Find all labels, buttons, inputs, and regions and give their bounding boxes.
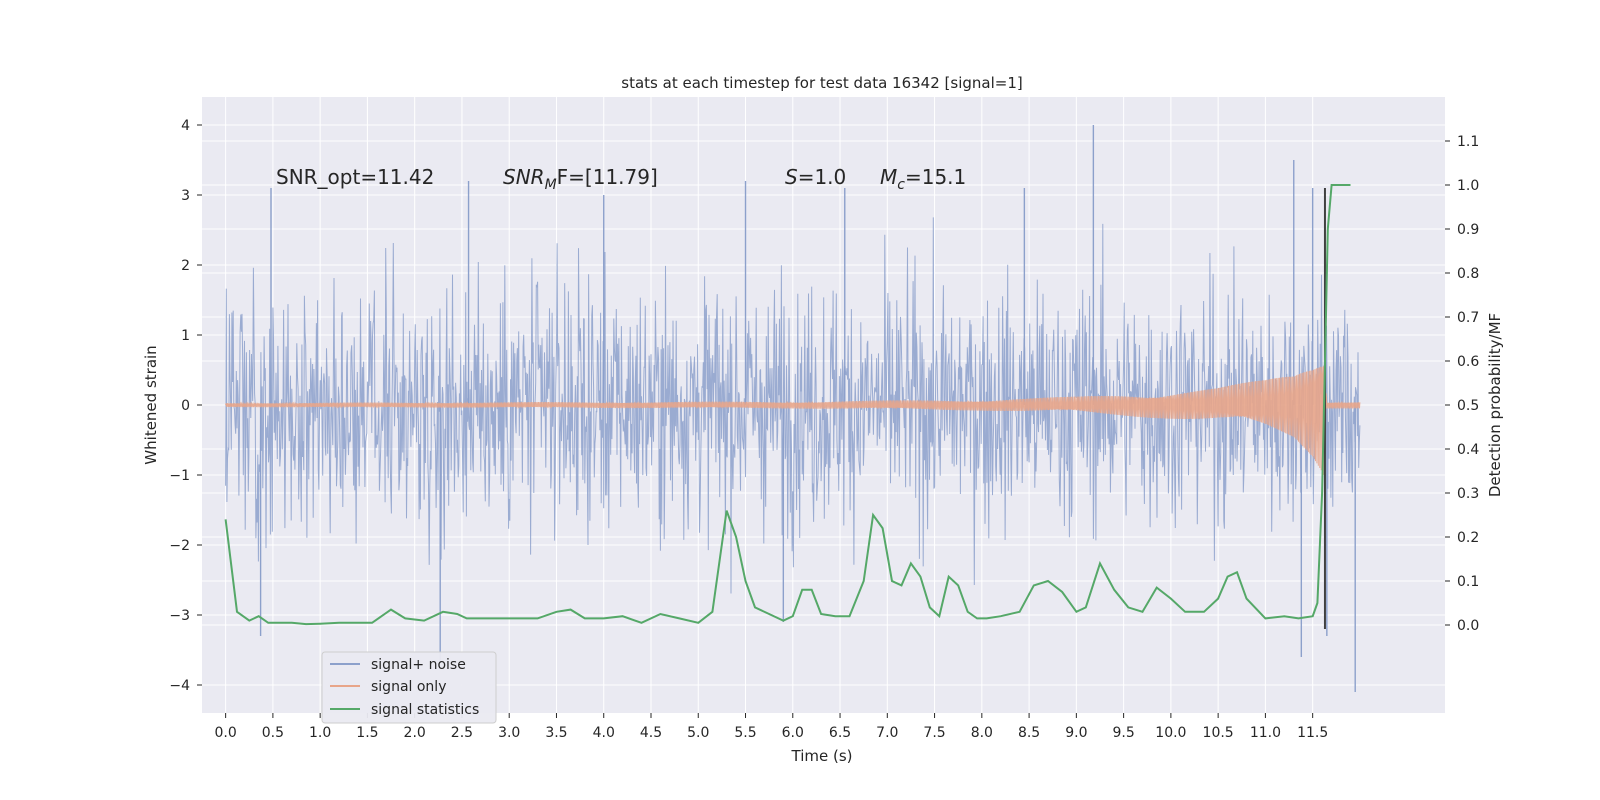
annotation-mc-main: M (880, 165, 897, 189)
legend: signal+ noise signal only signal statist… (321, 651, 497, 724)
x-tick-label: 4.5 (640, 725, 662, 741)
x-tick-label: 11.5 (1297, 725, 1328, 741)
y-right-tick-label: 0.8 (1457, 266, 1479, 282)
legend-box (321, 651, 497, 724)
x-tick-label: 1.5 (356, 725, 378, 741)
x-tick-label: 4.0 (593, 725, 615, 741)
y-axis-right-label: Detection probability/MF (1486, 313, 1504, 497)
x-tick-label: 7.5 (923, 725, 945, 741)
legend-label-signal-noise: signal+ noise (371, 657, 466, 673)
x-axis-label: Time (s) (791, 747, 853, 765)
y-right-tick-label: 1.0 (1457, 178, 1479, 194)
y-right-tick-label: 0.3 (1457, 486, 1479, 502)
y-left-tick-label: 3 (181, 188, 190, 204)
chart-title: stats at each timestep for test data 163… (621, 74, 1022, 92)
x-tick-label: 7.0 (876, 725, 898, 741)
series-signal-only (225, 366, 1361, 475)
y-right-tick-label: 1.1 (1457, 134, 1479, 150)
legend-label-signal-only: signal only (371, 679, 446, 695)
x-tick-label: 10.0 (1155, 725, 1186, 741)
y-left-tick-label: −2 (169, 538, 190, 554)
x-tick-label: 3.0 (498, 725, 520, 741)
x-tick-label: 0.5 (262, 725, 284, 741)
x-tick-label: 5.5 (734, 725, 756, 741)
y-right-tick-label: 0.4 (1457, 442, 1479, 458)
legend-label-signal-statistics: signal statistics (371, 702, 479, 718)
y-axis-left-ticks: 4 3 2 1 0 −1 −2 −3 −4 (169, 118, 202, 694)
annotation-snr-opt: SNR_opt=11.42 (276, 165, 434, 189)
x-tick-label: 10.5 (1203, 725, 1234, 741)
x-tick-label: 6.5 (829, 725, 851, 741)
x-tick-label: 8.0 (971, 725, 993, 741)
y-right-tick-label: 0.7 (1457, 310, 1479, 326)
y-right-tick-label: 0.5 (1457, 398, 1479, 414)
x-axis-ticks: 0.0 0.5 1.0 1.5 2.0 2.5 3.0 3.5 4.0 4.5 5.0 5.5 6.0 6… (214, 713, 1328, 741)
annotation-snr-mf-main: SNR (503, 165, 545, 189)
y-right-tick-label: 0.2 (1457, 530, 1479, 546)
annotation-mc-tail: =15.1 (905, 165, 966, 189)
series-layer (224, 125, 1361, 692)
annotation-mc: Mc=15.1 (880, 165, 966, 193)
series-signal-noise (225, 217, 1361, 594)
annotation-mc-sub: c (897, 177, 905, 193)
annotation-s-tail: =1.0 (798, 165, 847, 189)
x-tick-label: 1.0 (309, 725, 331, 741)
y-right-tick-label: 0.0 (1457, 618, 1479, 634)
annotation-snr-mf-sub: M (545, 177, 557, 193)
y-left-tick-label: −1 (169, 468, 190, 484)
x-tick-label: 6.0 (782, 725, 804, 741)
y-right-tick-label: 0.6 (1457, 354, 1479, 370)
x-tick-label: 2.5 (451, 725, 473, 741)
y-axis-right-ticks: 1.1 1.0 0.9 0.8 0.7 0.6 0.5 0.4 0.3 0.2 0.1 0.0 (1445, 134, 1479, 634)
y-left-tick-label: 4 (181, 118, 190, 134)
x-tick-label: 5.0 (687, 725, 709, 741)
x-tick-label: 8.5 (1018, 725, 1040, 741)
x-tick-label: 0.0 (214, 725, 236, 741)
annotation-snr-mf: SNRMF=[11.79] (503, 165, 658, 193)
series-signal-statistics (224, 184, 1351, 626)
y-right-tick-label: 0.1 (1457, 574, 1479, 590)
y-left-tick-label: −3 (169, 608, 190, 624)
x-tick-label: 11.0 (1250, 725, 1281, 741)
y-left-tick-label: −4 (169, 678, 190, 694)
x-tick-label: 3.5 (545, 725, 567, 741)
annotation-s-main: S (785, 165, 798, 189)
y-right-tick-label: 0.9 (1457, 222, 1479, 238)
x-tick-label: 9.5 (1112, 725, 1134, 741)
annotation-s: S=1.0 (785, 165, 846, 189)
x-tick-label: 2.0 (404, 725, 426, 741)
y-left-tick-label: 0 (181, 398, 190, 414)
x-tick-label: 9.0 (1065, 725, 1087, 741)
annotation-snr-mf-tail: F=[11.79] (557, 165, 658, 189)
y-left-tick-label: 2 (181, 258, 190, 274)
y-left-tick-label: 1 (181, 328, 190, 344)
y-axis-left-label: Whitened strain (142, 345, 160, 464)
